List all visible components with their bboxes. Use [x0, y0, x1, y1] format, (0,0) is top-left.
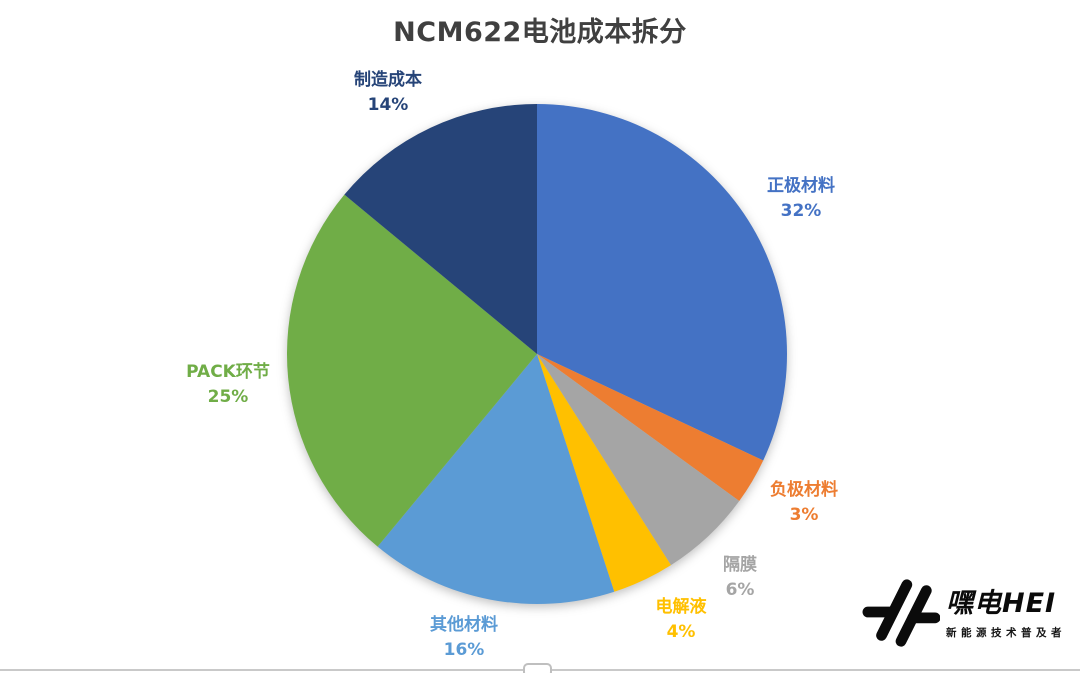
slice-label-2: 隔膜 6%	[723, 553, 757, 603]
slice-label-pct-2: 6%	[725, 580, 755, 600]
pie-slice-0[interactable]	[537, 104, 788, 461]
slice-label-name-4: 其他材料	[430, 615, 498, 635]
slice-label-name-2: 隔膜	[723, 555, 757, 575]
chart-title: NCM622电池成本拆分	[393, 17, 687, 48]
brand-tagline: 新能源技术普及者	[946, 627, 1066, 639]
slice-label-0: 正极材料 32%	[767, 174, 835, 224]
brand-logo-text: 嘿电HEI 新能源技术普及者	[946, 575, 1066, 640]
brand-logo: 嘿电HEI 新能源技术普及者	[862, 575, 1066, 651]
slice-label-pct-1: 3%	[789, 505, 819, 525]
brand-name: 嘿电HEI	[946, 588, 1057, 619]
slice-label-name-5: PACK环节	[186, 362, 270, 382]
slice-label-pct-6: 14%	[367, 95, 409, 115]
slice-label-pct-4: 16%	[443, 640, 485, 660]
slice-label-6: 制造成本 14%	[354, 68, 422, 118]
slice-label-1: 负极材料 3%	[770, 478, 838, 528]
pie-slice-1[interactable]	[537, 354, 764, 501]
pie-slice-4[interactable]	[377, 354, 615, 604]
slice-label-name-6: 制造成本	[354, 70, 422, 90]
slice-label-pct-5: 25%	[207, 387, 249, 407]
selection-handle[interactable]	[523, 663, 552, 673]
slice-label-pct-0: 32%	[780, 201, 822, 221]
slice-label-3: 电解液 4%	[656, 595, 707, 645]
brand-logo-icon	[862, 579, 940, 647]
pie-slice-3[interactable]	[537, 354, 671, 592]
slice-label-name-3: 电解液	[655, 597, 707, 617]
slice-label-name-0: 正极材料	[767, 176, 835, 196]
pie-slice-6[interactable]	[344, 104, 537, 354]
slice-label-name-1: 负极材料	[770, 480, 838, 500]
slice-label-5: PACK环节 25%	[186, 360, 270, 410]
slice-label-4: 其他材料 16%	[430, 613, 498, 663]
pie-slice-5[interactable]	[286, 194, 537, 547]
pie-slice-2[interactable]	[537, 354, 740, 566]
slice-label-pct-3: 4%	[666, 622, 696, 642]
